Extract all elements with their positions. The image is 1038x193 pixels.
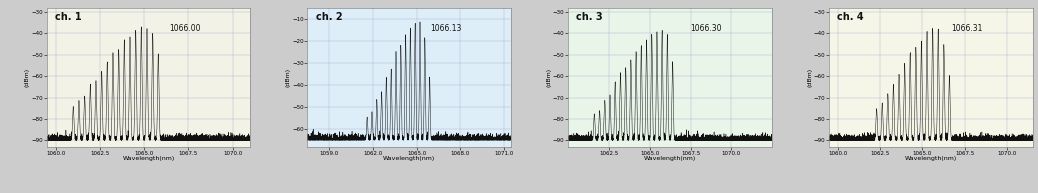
- X-axis label: Wavelength(nm): Wavelength(nm): [383, 156, 436, 161]
- Text: ch. 4: ch. 4: [838, 12, 864, 22]
- Text: 1066.00: 1066.00: [169, 24, 200, 33]
- X-axis label: Wavelength(nm): Wavelength(nm): [644, 156, 696, 161]
- X-axis label: Wavelength(nm): Wavelength(nm): [905, 156, 957, 161]
- Y-axis label: (dBm): (dBm): [808, 68, 812, 87]
- Text: ch. 1: ch. 1: [55, 12, 82, 22]
- Y-axis label: (dBm): (dBm): [546, 68, 551, 87]
- X-axis label: Wavelength(nm): Wavelength(nm): [122, 156, 174, 161]
- Text: 1066.30: 1066.30: [690, 24, 722, 33]
- Y-axis label: (dBm): (dBm): [285, 68, 291, 87]
- Text: 1066.31: 1066.31: [951, 24, 983, 33]
- Text: 1066.13: 1066.13: [430, 24, 461, 33]
- Text: ch. 3: ch. 3: [576, 12, 603, 22]
- Y-axis label: (dBm): (dBm): [25, 68, 30, 87]
- Text: ch. 2: ch. 2: [316, 12, 343, 22]
